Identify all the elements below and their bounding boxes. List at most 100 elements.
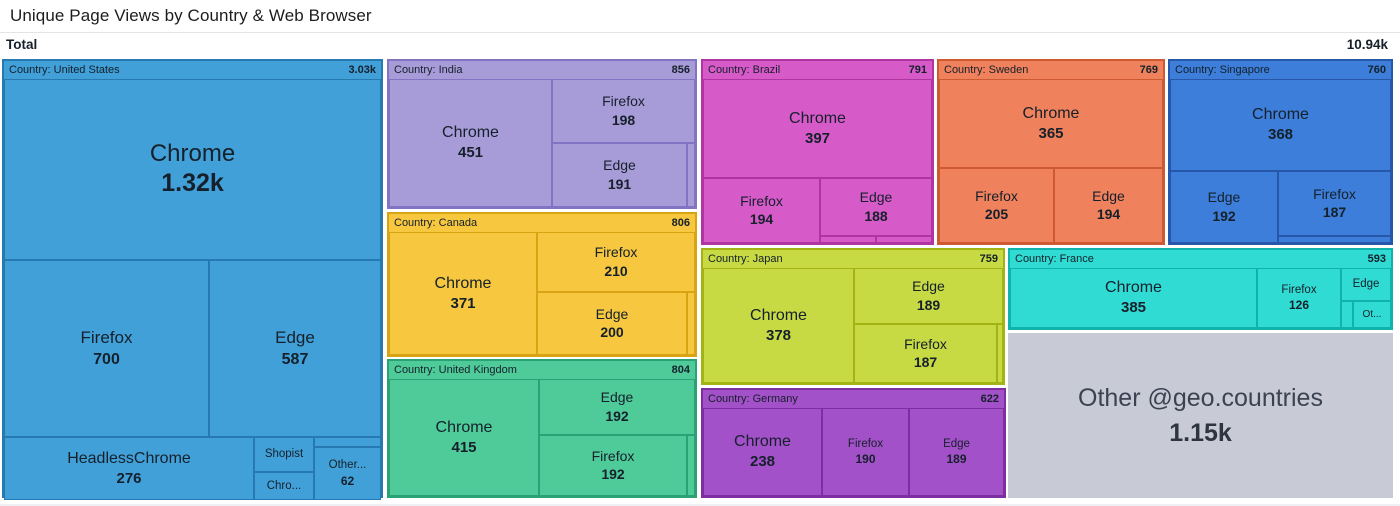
country-block-united-states: Country: United States 3.03k Chrome 1.32… [2, 59, 383, 500]
cell-brazil-sliver[interactable] [876, 236, 932, 243]
browser-label: Edge [600, 389, 634, 406]
browser-value: 276 [116, 469, 142, 487]
browser-label: Chrome [1105, 279, 1162, 297]
cell-brazil-sliver[interactable] [820, 236, 876, 243]
cell-brazil-chrome[interactable]: Chrome 397 [703, 79, 932, 178]
cell-singapore-edge[interactable]: Edge 192 [1170, 171, 1278, 243]
cell-us-other[interactable]: Other... 62 [314, 447, 381, 500]
browser-value: 378 [765, 326, 792, 344]
country-header-sweden[interactable]: Country: Sweden 769 [939, 61, 1163, 79]
cell-india-chrome[interactable]: Chrome 451 [389, 79, 552, 207]
cell-canada-firefox[interactable]: Firefox 210 [537, 232, 695, 292]
cell-uk-firefox[interactable]: Firefox 192 [539, 435, 687, 496]
cell-india-edge[interactable]: Edge 191 [552, 143, 687, 207]
cell-japan-edge[interactable]: Edge 189 [854, 268, 1003, 324]
cell-sweden-firefox[interactable]: Firefox 205 [939, 168, 1054, 243]
browser-label: Chrome [734, 433, 791, 451]
cell-us-firefox[interactable]: Firefox 700 [4, 260, 209, 437]
browser-value: 191 [607, 175, 632, 192]
cell-us-sliver[interactable] [314, 437, 381, 447]
browser-value: 1.32k [161, 169, 224, 198]
country-label: Country: Singapore [1175, 64, 1270, 76]
cell-uk-chrome[interactable]: Chrome 415 [389, 379, 539, 496]
country-value: 3.03k [348, 64, 376, 76]
cell-singapore-firefox[interactable]: Firefox 187 [1278, 171, 1391, 236]
cell-germany-firefox[interactable]: Firefox 190 [822, 408, 909, 496]
cell-singapore-sliver[interactable] [1278, 236, 1391, 243]
cell-us-chrome[interactable]: Chrome 1.32k [4, 79, 381, 260]
country-label: Country: Germany [708, 393, 798, 405]
cell-us-headlesschrome[interactable]: HeadlessChrome 276 [4, 437, 254, 500]
cell-brazil-firefox[interactable]: Firefox 194 [703, 178, 820, 243]
browser-value: 192 [605, 407, 629, 424]
cell-us-edge[interactable]: Edge 587 [209, 260, 381, 437]
cell-us-chro[interactable]: Chro... [254, 472, 314, 500]
country-value: 593 [1367, 253, 1386, 265]
country-header-singapore[interactable]: Country: Singapore 760 [1170, 61, 1391, 79]
browser-label: Shopist [264, 448, 304, 461]
cell-germany-edge[interactable]: Edge 189 [909, 408, 1004, 496]
browser-value: 198 [611, 111, 636, 128]
cell-canada-chrome[interactable]: Chrome 371 [389, 232, 537, 355]
cell-japan-chrome[interactable]: Chrome 378 [703, 268, 854, 383]
browser-label: Edge [943, 437, 970, 450]
cell-france-firefox[interactable]: Firefox 126 [1257, 268, 1341, 328]
country-block-united-kingdom: Country: United Kingdom 804 Chrome 415 E… [387, 359, 697, 498]
country-header-germany[interactable]: Country: Germany 622 [703, 390, 1004, 408]
cell-france-chrome[interactable]: Chrome 385 [1010, 268, 1257, 328]
country-block-canada: Country: Canada 806 Chrome 371 Firefox 2… [387, 212, 697, 357]
cell-france-edge[interactable]: Edge [1341, 268, 1391, 301]
country-header-brazil[interactable]: Country: Brazil 791 [703, 61, 932, 79]
country-header-japan[interactable]: Country: Japan 759 [703, 250, 1003, 268]
cell-sweden-edge[interactable]: Edge 194 [1054, 168, 1163, 243]
browser-label: HeadlessChrome [67, 449, 191, 467]
cell-us-shopist[interactable]: Shopist [254, 437, 314, 472]
country-block-france: Country: France 593 Chrome 385 Firefox 1… [1008, 248, 1393, 330]
country-value: 806 [671, 217, 690, 229]
browser-label: Other... [328, 459, 367, 472]
cell-brazil-edge[interactable]: Edge 188 [820, 178, 932, 236]
browser-label: Edge [603, 157, 636, 174]
browser-value: 365 [1038, 124, 1064, 142]
country-value: 622 [980, 393, 999, 405]
browser-label: Firefox [80, 327, 133, 347]
browser-label: Edge [595, 305, 629, 322]
country-header-india[interactable]: Country: India 856 [389, 61, 695, 79]
browser-value: 200 [600, 324, 624, 340]
cell-india-firefox[interactable]: Firefox 198 [552, 79, 695, 143]
browser-label: Edge [275, 327, 315, 347]
cell-france-ot[interactable]: Ot... [1353, 301, 1391, 328]
browser-value: 587 [281, 350, 309, 368]
browser-label: Firefox [594, 244, 638, 261]
browser-label: Firefox [975, 187, 1018, 204]
cell-singapore-chrome[interactable]: Chrome 368 [1170, 79, 1391, 171]
country-header-france[interactable]: Country: France 593 [1010, 250, 1391, 268]
country-header-united-kingdom[interactable]: Country: United Kingdom 804 [389, 361, 695, 379]
browser-value: 187 [1322, 204, 1347, 220]
cell-india-sliver[interactable] [687, 143, 695, 207]
country-header-united-states[interactable]: Country: United States 3.03k [4, 61, 381, 79]
cell-japan-firefox[interactable]: Firefox 187 [854, 324, 997, 383]
cell-sweden-chrome[interactable]: Chrome 365 [939, 79, 1163, 168]
cell-japan-sliver[interactable] [997, 324, 1003, 383]
cell-other-countries[interactable]: Other @geo.countries 1.15k [1008, 333, 1393, 498]
country-value: 760 [1367, 64, 1386, 76]
cell-uk-sliver[interactable] [687, 435, 695, 496]
cell-france-sliver[interactable] [1341, 301, 1353, 328]
country-header-canada[interactable]: Country: Canada 806 [389, 214, 695, 232]
group-value: 1.15k [1169, 418, 1232, 447]
browser-value: 187 [913, 354, 938, 370]
cell-canada-sliver[interactable] [687, 292, 695, 355]
cell-uk-edge[interactable]: Edge 192 [539, 379, 695, 435]
total-label: Total [6, 37, 38, 52]
cell-canada-edge[interactable]: Edge 200 [537, 292, 687, 355]
browser-label: Chrome [1022, 104, 1080, 122]
country-block-japan: Country: Japan 759 Chrome 378 Edge 189 F… [701, 248, 1005, 385]
browser-label: Chrome [442, 124, 499, 142]
country-value: 791 [908, 64, 927, 76]
browser-label: Firefox [847, 437, 884, 450]
browser-label: Edge [1352, 278, 1380, 291]
country-label: Country: Japan [708, 253, 783, 265]
cell-germany-chrome[interactable]: Chrome 238 [703, 408, 822, 496]
